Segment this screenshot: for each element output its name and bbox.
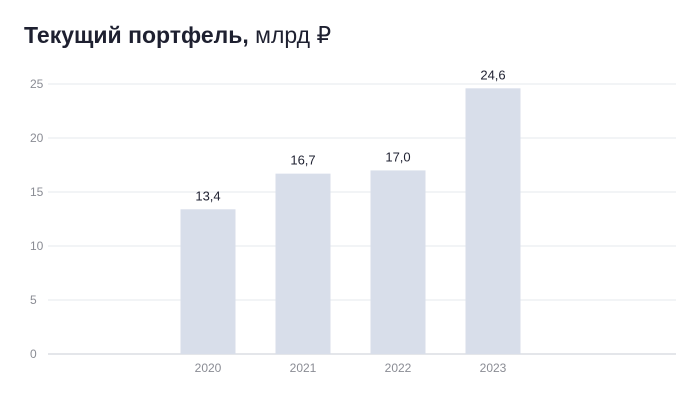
- y-tick-label: 10: [30, 239, 44, 253]
- y-tick-label: 5: [30, 293, 37, 307]
- bar-2020: [180, 209, 236, 354]
- gridlines: [48, 83, 676, 355]
- data-label: 17,0: [385, 149, 410, 164]
- data-labels: 13,4 16,7 17,0 24,6: [195, 67, 505, 203]
- chart-title-main: Текущий портфель,: [24, 22, 249, 48]
- chart-title-unit: млрд ₽: [255, 22, 332, 48]
- data-label: 24,6: [480, 67, 505, 82]
- bar-2022: [370, 170, 426, 354]
- x-tick-label: 2023: [480, 361, 507, 375]
- x-tick-label: 2021: [290, 361, 317, 375]
- bar-2021: [275, 173, 331, 354]
- x-tick-label: 2020: [195, 361, 222, 375]
- x-axis-ticks: 2020 2021 2022 2023: [195, 361, 507, 375]
- y-tick-label: 25: [30, 77, 44, 91]
- y-tick-label: 20: [30, 131, 44, 145]
- data-label: 13,4: [195, 188, 220, 203]
- bars: [180, 88, 521, 354]
- chart-title: Текущий портфель, млрд ₽: [24, 22, 331, 49]
- y-axis-ticks: 0 5 10 15 20 25: [30, 77, 44, 361]
- bar-2023: [465, 88, 521, 354]
- y-tick-label: 0: [30, 347, 37, 361]
- y-tick-label: 15: [30, 185, 44, 199]
- data-label: 16,7: [290, 153, 315, 168]
- x-tick-label: 2022: [385, 361, 412, 375]
